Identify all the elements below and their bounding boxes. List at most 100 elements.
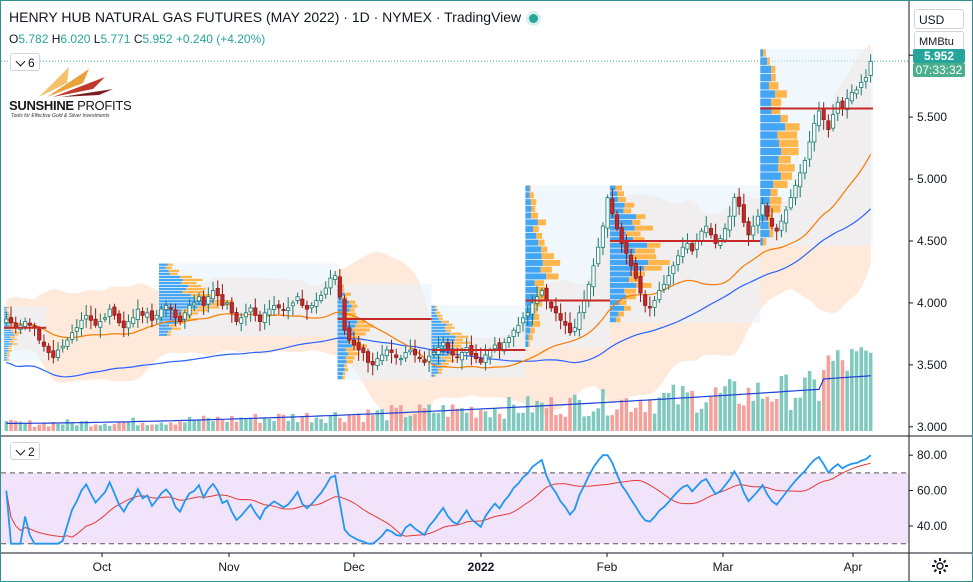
- volume-bar: [732, 381, 737, 431]
- candle: [558, 303, 563, 330]
- candle-body: [563, 321, 568, 326]
- volume-bar: [540, 402, 544, 431]
- volume-bar: [469, 406, 474, 431]
- volume-profile-bar: [617, 191, 625, 197]
- candle-body: [638, 276, 643, 294]
- volume-profile-bar: [337, 344, 353, 348]
- candle-body: [394, 354, 399, 358]
- volume-profile-bar: [541, 246, 548, 253]
- volume-profile-bar: [337, 376, 343, 380]
- candle: [117, 310, 122, 327]
- volume-profile-bar: [431, 362, 442, 365]
- volume-profile-bar: [159, 281, 182, 285]
- volume-profile-bar: [623, 208, 632, 214]
- candle-body: [173, 309, 178, 319]
- volume-profile-bar: [337, 352, 348, 356]
- symbol-title[interactable]: HENRY HUB NATURAL GAS FUTURES (MAY 2022)…: [9, 9, 522, 25]
- close-label: C: [133, 32, 143, 46]
- candle-body: [403, 352, 408, 359]
- volume-bar: [850, 349, 854, 431]
- volume-profile-bar: [609, 300, 620, 306]
- candle: [788, 189, 793, 211]
- volume-profile-bar: [525, 199, 531, 206]
- candle: [610, 188, 615, 218]
- volume-bar: [638, 401, 643, 431]
- volume-bar: [28, 420, 32, 431]
- volume-profile-bar: [525, 273, 547, 280]
- volume-profile-bar: [455, 335, 469, 338]
- volume-profile-bar: [525, 293, 538, 300]
- volume-bar: [93, 424, 98, 431]
- volume-profile-bar: [168, 269, 180, 272]
- volume-profile-bar: [530, 327, 535, 334]
- candle: [596, 237, 601, 267]
- volume-bar: [18, 421, 23, 431]
- candle-body: [243, 312, 248, 318]
- candle-body: [769, 218, 775, 227]
- volume-profile-bar: [775, 90, 787, 98]
- volume-profile-bar: [760, 213, 767, 221]
- volume-bar: [117, 421, 121, 431]
- volume-bar: [563, 416, 568, 431]
- volume-profile-bar: [7, 359, 10, 361]
- volume-profile-bar: [159, 318, 185, 321]
- volume-profile-area: [525, 185, 610, 348]
- candle: [784, 205, 789, 233]
- candle: [751, 215, 756, 241]
- volume-profile-bar: [431, 320, 442, 323]
- volume-profile-bar: [188, 284, 201, 288]
- unit-select[interactable]: MMBtu: [914, 31, 964, 51]
- volume-profile-bar: [4, 347, 8, 350]
- volume-profile-bar: [760, 73, 772, 82]
- volume-bar: [746, 387, 751, 431]
- volume-bar: [760, 398, 765, 431]
- candle-body: [365, 351, 371, 363]
- volume-bar: [131, 417, 135, 431]
- candle: [361, 344, 366, 362]
- volume-profile-bar: [337, 372, 344, 376]
- volume-profile-bar: [8, 341, 14, 343]
- candle-body: [488, 349, 493, 358]
- volume-profile-bar: [441, 320, 449, 323]
- volume-bar: [854, 351, 859, 431]
- gear-icon[interactable]: [931, 557, 949, 575]
- volume-bar: [587, 415, 591, 431]
- volume-bar: [375, 410, 380, 431]
- volume-profile-bar: [760, 188, 771, 197]
- candle-body: [826, 120, 831, 130]
- candle: [619, 222, 624, 253]
- volume-profile-bar: [6, 306, 10, 309]
- volume-profile-bar: [525, 239, 539, 246]
- volume-bar: [657, 397, 662, 431]
- candle: [591, 258, 596, 297]
- volume-bar: [629, 411, 633, 431]
- volume-profile-bar: [351, 304, 358, 308]
- rsi-indicators-toggle[interactable]: 2: [10, 442, 40, 460]
- candle: [600, 222, 605, 256]
- candle: [511, 327, 516, 347]
- volume-profile-bar: [159, 275, 181, 279]
- candle-body: [704, 225, 709, 234]
- volume-profile-bar: [647, 242, 661, 248]
- volume-bar: [634, 407, 638, 431]
- volume-bar: [488, 417, 492, 431]
- volume-bar: [234, 421, 239, 431]
- volume-profile-bar: [628, 277, 639, 283]
- volume-profile-bar: [431, 317, 439, 320]
- volume-profile-bar: [780, 114, 788, 123]
- logo-rays-icon: [39, 67, 113, 97]
- volume-profile-bar: [159, 315, 178, 318]
- candle-body: [9, 317, 14, 324]
- volume-profile-bar: [169, 272, 178, 275]
- candle-body: [314, 300, 319, 307]
- candle-body: [539, 290, 544, 296]
- candle-body: [680, 246, 685, 257]
- volume-profile-bar: [444, 326, 455, 329]
- candle-body: [253, 307, 258, 316]
- candle-body: [46, 345, 51, 353]
- indicators-toggle[interactable]: 6: [10, 53, 40, 71]
- candle: [145, 307, 150, 324]
- candle-body: [483, 354, 488, 363]
- currency-select[interactable]: USD: [914, 9, 964, 29]
